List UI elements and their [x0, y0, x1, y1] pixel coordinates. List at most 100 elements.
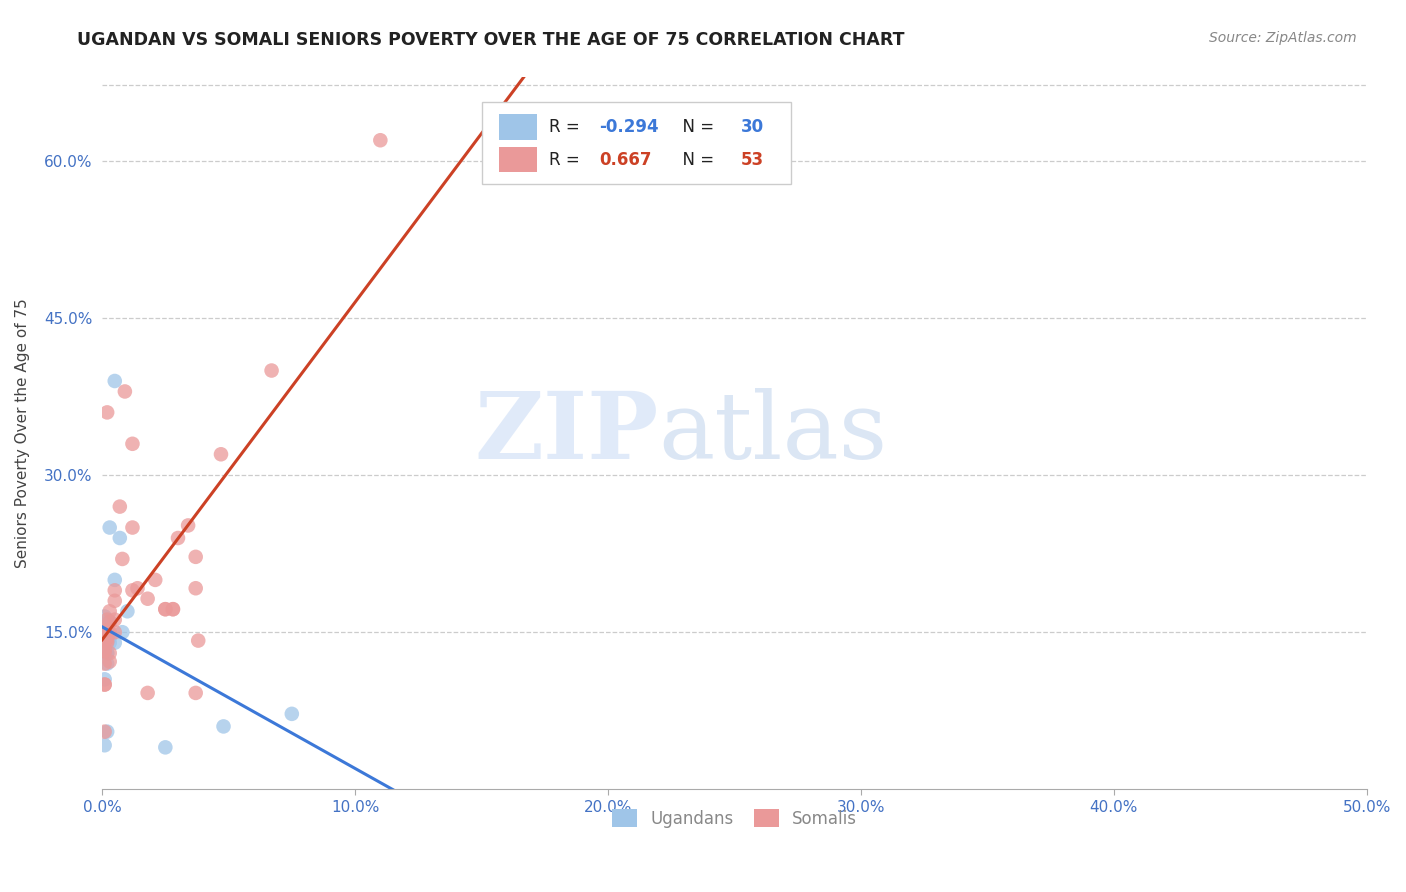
- Point: [93, 677, 115, 691]
- Point: [93, 657, 115, 671]
- Point: [98, 615, 121, 629]
- Point: [93, 635, 115, 649]
- Point: [281, 706, 304, 721]
- Point: [162, 602, 184, 616]
- Text: Source: ZipAtlas.com: Source: ZipAtlas.com: [1209, 31, 1357, 45]
- Point: [98, 604, 121, 618]
- Point: [104, 613, 127, 627]
- Point: [93, 738, 115, 752]
- Point: [96, 405, 118, 419]
- Point: [96, 631, 118, 645]
- Point: [212, 719, 235, 733]
- Point: [114, 384, 136, 399]
- Point: [98, 520, 121, 534]
- Text: R =: R =: [548, 118, 585, 136]
- Point: [96, 620, 118, 634]
- Point: [143, 573, 166, 587]
- Point: [209, 447, 232, 461]
- Point: [96, 646, 118, 660]
- Point: [187, 633, 209, 648]
- Point: [93, 633, 115, 648]
- Point: [93, 625, 115, 640]
- Point: [93, 640, 115, 655]
- Point: [167, 531, 190, 545]
- Text: R =: R =: [548, 151, 589, 169]
- Point: [121, 520, 143, 534]
- Legend: Ugandans, Somalis: Ugandans, Somalis: [606, 803, 863, 834]
- Point: [184, 686, 207, 700]
- Point: [104, 625, 127, 640]
- Text: UGANDAN VS SOMALI SENIORS POVERTY OVER THE AGE OF 75 CORRELATION CHART: UGANDAN VS SOMALI SENIORS POVERTY OVER T…: [77, 31, 905, 49]
- Point: [93, 633, 115, 648]
- Point: [104, 594, 127, 608]
- Point: [96, 623, 118, 637]
- Point: [121, 583, 143, 598]
- Text: atlas: atlas: [658, 388, 887, 478]
- Point: [96, 615, 118, 629]
- Point: [108, 531, 131, 545]
- Text: -0.294: -0.294: [599, 118, 659, 136]
- Point: [104, 583, 127, 598]
- Point: [111, 552, 134, 566]
- Point: [93, 625, 115, 640]
- Point: [184, 581, 207, 595]
- Point: [93, 609, 115, 624]
- Point: [98, 631, 121, 645]
- Point: [93, 724, 115, 739]
- Point: [98, 615, 121, 629]
- Point: [177, 518, 200, 533]
- Point: [93, 677, 115, 691]
- Point: [98, 655, 121, 669]
- Point: [93, 631, 115, 645]
- Point: [155, 602, 177, 616]
- Point: [93, 644, 115, 658]
- Point: [136, 591, 159, 606]
- Text: ZIP: ZIP: [474, 388, 658, 478]
- FancyBboxPatch shape: [499, 114, 537, 139]
- Text: N =: N =: [672, 118, 720, 136]
- Point: [96, 625, 118, 640]
- Point: [93, 644, 115, 658]
- Y-axis label: Seniors Poverty Over the Age of 75: Seniors Poverty Over the Age of 75: [15, 299, 30, 568]
- Point: [127, 581, 149, 595]
- Point: [96, 724, 118, 739]
- Point: [93, 673, 115, 687]
- Point: [108, 500, 131, 514]
- Point: [93, 633, 115, 648]
- Point: [96, 646, 118, 660]
- Point: [104, 573, 127, 587]
- Text: 53: 53: [741, 151, 763, 169]
- Point: [93, 633, 115, 648]
- Point: [136, 686, 159, 700]
- Point: [155, 740, 177, 755]
- Point: [184, 549, 207, 564]
- Point: [98, 646, 121, 660]
- Text: 0.667: 0.667: [599, 151, 651, 169]
- Point: [370, 133, 392, 147]
- Point: [96, 633, 118, 648]
- Point: [111, 625, 134, 640]
- Point: [117, 604, 139, 618]
- Point: [155, 602, 177, 616]
- Point: [104, 374, 127, 388]
- Point: [93, 644, 115, 658]
- FancyBboxPatch shape: [481, 103, 792, 185]
- Point: [96, 613, 118, 627]
- Point: [93, 631, 115, 645]
- Point: [93, 625, 115, 640]
- Point: [96, 635, 118, 649]
- Point: [104, 635, 127, 649]
- Point: [96, 623, 118, 637]
- Point: [98, 635, 121, 649]
- Point: [121, 437, 143, 451]
- Point: [96, 625, 118, 640]
- Text: 30: 30: [741, 118, 763, 136]
- Text: N =: N =: [672, 151, 720, 169]
- Point: [93, 633, 115, 648]
- Point: [96, 657, 118, 671]
- Point: [162, 602, 184, 616]
- FancyBboxPatch shape: [499, 147, 537, 172]
- Point: [98, 625, 121, 640]
- Point: [260, 363, 283, 377]
- Point: [93, 631, 115, 645]
